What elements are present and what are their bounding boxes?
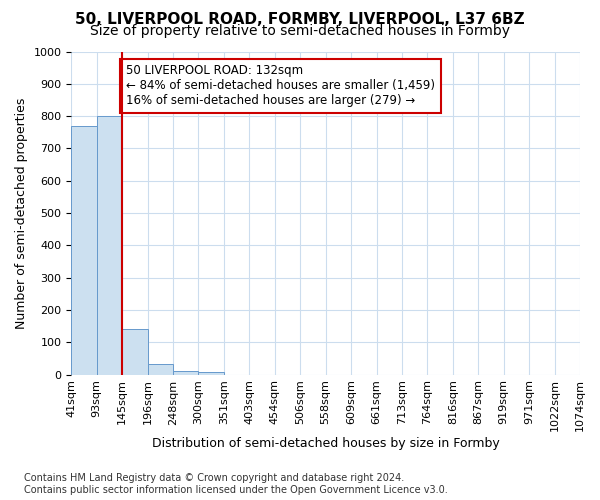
Bar [199,372,224,374]
Text: Contains HM Land Registry data © Crown copyright and database right 2024.
Contai: Contains HM Land Registry data © Crown c… [24,474,448,495]
Text: 50 LIVERPOOL ROAD: 132sqm
← 84% of semi-detached houses are smaller (1,459)
16% : 50 LIVERPOOL ROAD: 132sqm ← 84% of semi-… [126,64,435,108]
Text: 50, LIVERPOOL ROAD, FORMBY, LIVERPOOL, L37 6BZ: 50, LIVERPOOL ROAD, FORMBY, LIVERPOOL, L… [75,12,525,28]
Bar [97,116,122,374]
Bar [173,370,199,374]
Bar [71,126,97,374]
X-axis label: Distribution of semi-detached houses by size in Formby: Distribution of semi-detached houses by … [152,437,500,450]
Bar [148,364,173,374]
Y-axis label: Number of semi-detached properties: Number of semi-detached properties [15,98,28,328]
Bar [122,330,148,374]
Text: Size of property relative to semi-detached houses in Formby: Size of property relative to semi-detach… [90,24,510,38]
